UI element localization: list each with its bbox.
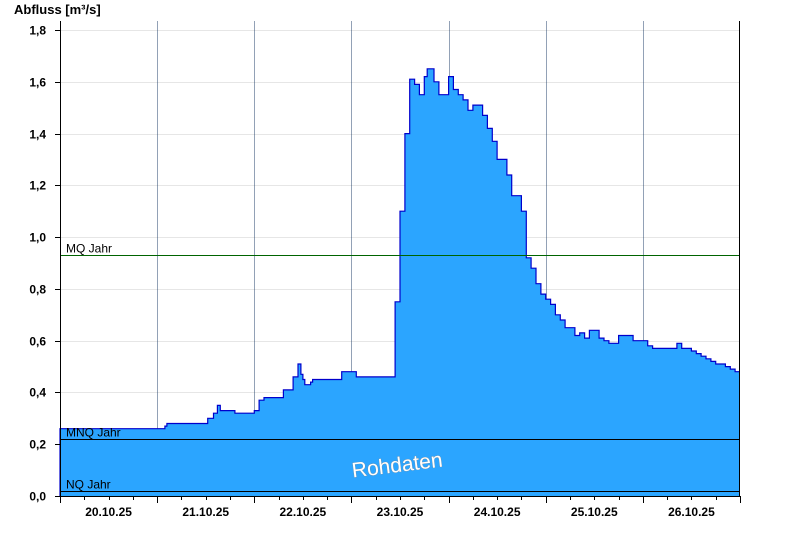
area-layer	[59, 68, 740, 497]
y-tick-label: 1,8	[29, 24, 46, 38]
y-tick-label: 1,6	[29, 76, 46, 90]
y-tick-label: 1,4	[29, 128, 46, 142]
x-tick-label: 25.10.25	[571, 505, 618, 519]
reference-line-layer: MQ Jahr MNQ Jahr NQ Jahr	[60, 242, 740, 492]
y-tick-label: 0,2	[29, 438, 46, 452]
y-tick-label: 0,4	[29, 386, 46, 400]
reference-line-label: MNQ Jahr	[66, 426, 121, 440]
reference-line-label: MQ Jahr	[66, 242, 112, 256]
y-axis-label: Abfluss [m³/s]	[14, 2, 101, 17]
x-tick-label: 24.10.25	[474, 505, 521, 519]
y-tick-label: 0,0	[29, 490, 46, 504]
x-tick-label: 22.10.25	[279, 505, 326, 519]
x-tick-label: 20.10.25	[85, 505, 132, 519]
y-tick-label: 0,6	[29, 335, 46, 349]
tick-label-layer: 0,0 0,2 0,4 0,6 0,8 1,0 1,2 1,4 1,6 1,8 20.10.25 21…	[29, 24, 715, 520]
axes-layer	[55, 21, 741, 503]
y-tick-label: 1,0	[29, 231, 46, 245]
y-tick-label: 0,8	[29, 283, 46, 297]
reference-line-label: NQ Jahr	[66, 478, 111, 492]
x-tick-label: 21.10.25	[182, 505, 229, 519]
discharge-line	[59, 68, 740, 496]
y-tick-label: 1,2	[29, 179, 46, 193]
x-tick-label: 26.10.25	[668, 505, 715, 519]
x-tick-label: 23.10.25	[377, 505, 424, 519]
